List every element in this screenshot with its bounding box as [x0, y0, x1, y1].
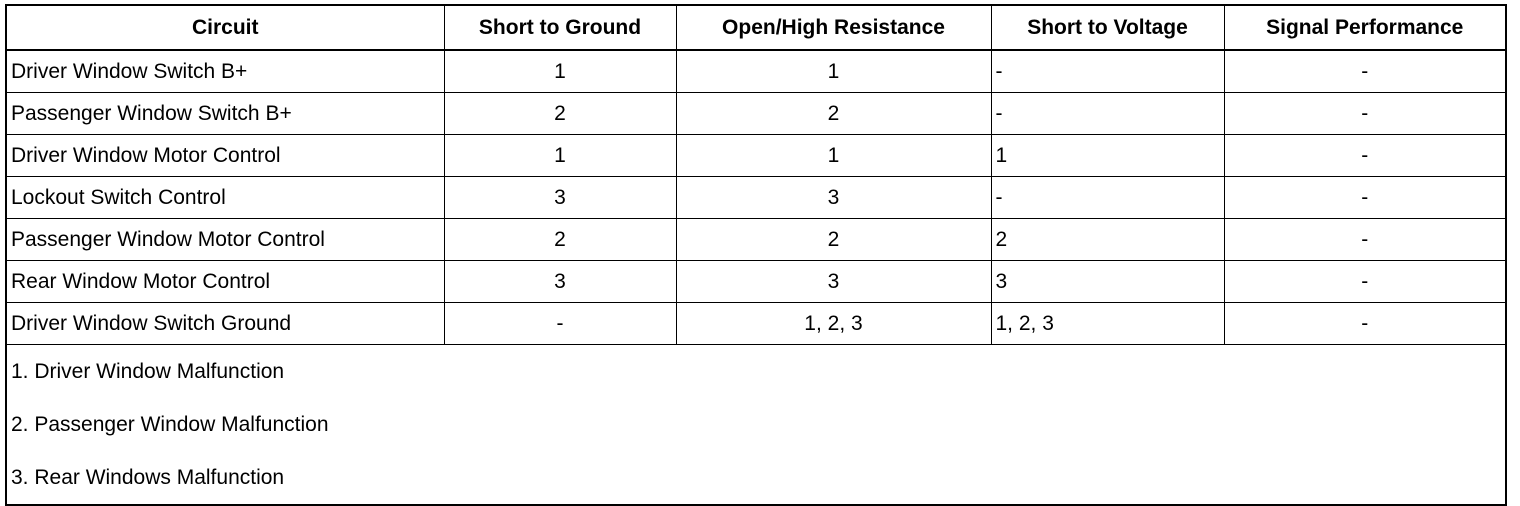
footnote-row: 3. Rear Windows Malfunction	[5, 451, 1507, 505]
column-header: Signal Performance	[1223, 4, 1507, 51]
fault-cell: 1	[990, 134, 1225, 177]
fault-cell: 1, 2, 3	[990, 302, 1225, 345]
table-row: Passenger Window Switch B+ 2 2- -	[5, 92, 1507, 135]
table-row: Driver Window Motor Control 1 1 1-	[5, 134, 1507, 177]
fault-cell: 3	[443, 260, 677, 303]
circuit-name: Driver Window Motor Control	[5, 134, 445, 177]
fault-cell: 2	[675, 92, 992, 135]
table-row: Rear Window Motor Control 3 3 3-	[5, 260, 1507, 303]
fault-cell: -	[1223, 49, 1507, 93]
fault-cell: 3	[443, 176, 677, 219]
circuit-name: Driver Window Switch B+	[5, 49, 445, 93]
table-row: Driver Window Switch B+ 1 1- -	[5, 49, 1507, 93]
circuit-fault-table: Circuit Short to Ground Open/High Resistan…	[5, 4, 1507, 506]
fault-cell: 1	[443, 134, 677, 177]
fault-cell: -	[1223, 302, 1507, 345]
circuit-name: Driver Window Switch Ground	[5, 302, 445, 345]
column-header: Short to Voltage	[990, 4, 1225, 51]
fault-cell: 3	[675, 260, 992, 303]
fault-cell: -	[1223, 218, 1507, 261]
fault-cell: 2	[443, 218, 677, 261]
footnote: 3. Rear Windows Malfunction	[5, 451, 1507, 505]
circuit-name: Passenger Window Motor Control	[5, 218, 445, 261]
fault-cell: 3	[675, 176, 992, 219]
fault-cell: 1, 2, 3	[675, 302, 992, 345]
fault-cell: -	[1223, 92, 1507, 135]
table-row: Driver Window Switch Ground -1, 2, 3 1, 2,…	[5, 302, 1507, 345]
fault-cell: 2	[675, 218, 992, 261]
footnote: 1. Driver Window Malfunction	[5, 344, 1507, 398]
column-header: Short to Ground	[443, 4, 677, 51]
table-row: Lockout Switch Control 3 3- -	[5, 176, 1507, 219]
fault-cell: 1	[443, 49, 677, 93]
column-header: Open/High Resistance	[675, 4, 992, 51]
column-header: Circuit	[5, 4, 445, 51]
fault-cell: -	[1223, 260, 1507, 303]
fault-cell: -	[1223, 176, 1507, 219]
footnote-row: 1. Driver Window Malfunction	[5, 344, 1507, 398]
circuit-name: Rear Window Motor Control	[5, 260, 445, 303]
fault-cell: 2	[990, 218, 1225, 261]
footnote-row: 2. Passenger Window Malfunction	[5, 398, 1507, 451]
fault-cell: -	[990, 49, 1225, 93]
circuit-name: Lockout Switch Control	[5, 176, 445, 219]
footnote: 2. Passenger Window Malfunction	[5, 398, 1507, 451]
fault-cell: 2	[443, 92, 677, 135]
fault-cell: 1	[675, 134, 992, 177]
fault-cell: 3	[990, 260, 1225, 303]
table-row: Passenger Window Motor Control 2 2 2-	[5, 218, 1507, 261]
fault-cell: 1	[675, 49, 992, 93]
fault-cell: -	[1223, 134, 1507, 177]
fault-cell: -	[990, 92, 1225, 135]
circuit-name: Passenger Window Switch B+	[5, 92, 445, 135]
header-row: Circuit Short to Ground Open/High Resistan…	[5, 4, 1507, 51]
fault-cell: -	[990, 176, 1225, 219]
fault-cell: -	[443, 302, 677, 345]
